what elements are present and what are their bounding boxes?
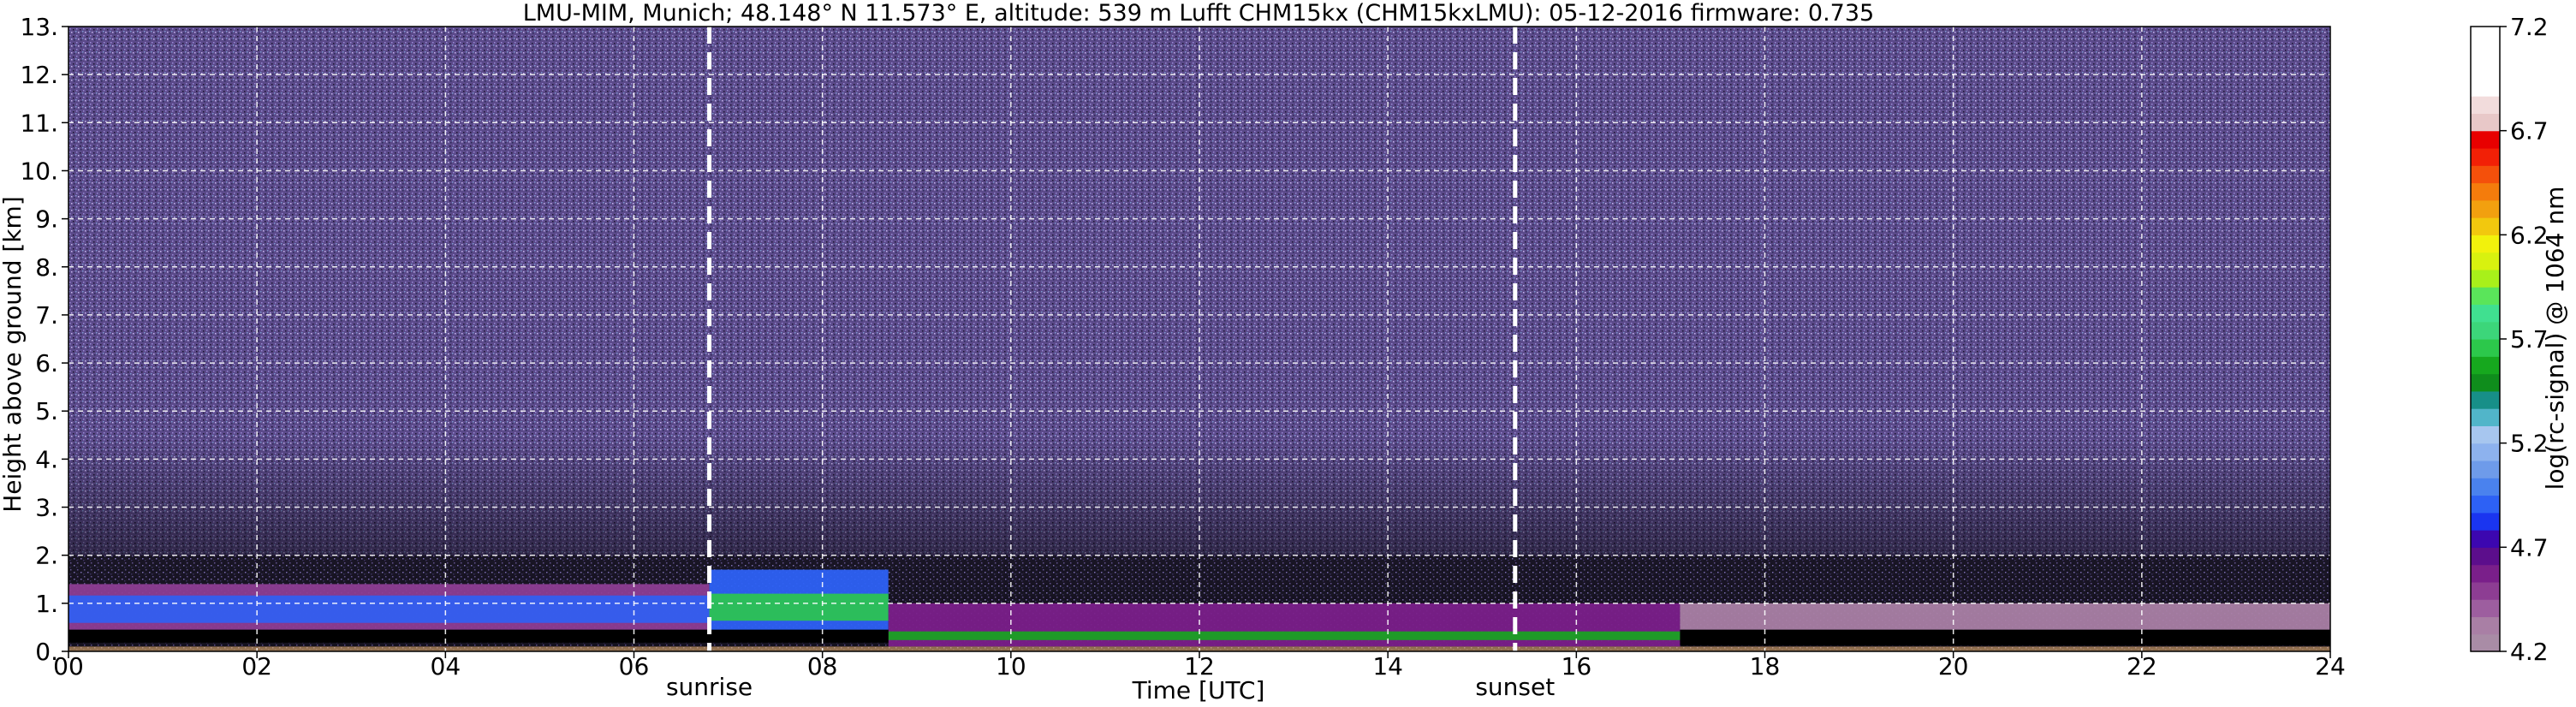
layer-band	[709, 593, 889, 621]
colorbar-swatch	[2471, 581, 2500, 600]
x-tick-label: 02	[241, 652, 272, 680]
colorbar-tick-label: 6.7	[2510, 117, 2549, 146]
colorbar-tick-label: 5.2	[2510, 430, 2549, 458]
colorbar-swatch	[2471, 512, 2500, 531]
colorbar-swatch	[2471, 443, 2500, 461]
colorbar-swatch	[2471, 252, 2500, 270]
y-tick-label: 10.	[20, 157, 58, 185]
colorbar-swatch	[2471, 269, 2500, 288]
y-tick-label: 11.	[20, 109, 58, 137]
colorbar-swatch	[2471, 599, 2500, 618]
colorbar-swatch	[2471, 547, 2500, 566]
colorbar: 4.2 4.7 5.2 5.7 6.2 6.7 7.2	[2470, 13, 2549, 666]
colorbar-swatch	[2471, 495, 2500, 514]
layer-band	[68, 595, 710, 623]
x-tick-label: 12	[1184, 652, 1215, 680]
x-tick-label: 00	[53, 652, 84, 680]
colorbar-swatch	[2471, 616, 2500, 635]
x-tick-label: 06	[619, 652, 650, 680]
colorbar-swatch	[2471, 390, 2500, 409]
colorbar-swatch	[2471, 425, 2500, 444]
y-tick-label: 13.	[20, 13, 58, 41]
colorbar-swatch	[2471, 165, 2500, 184]
annotations: sunrise sunset	[666, 27, 1555, 701]
y-tick-label: 4.	[35, 445, 58, 473]
annotation-label: sunset	[1475, 673, 1555, 701]
colorbar-swatch	[2471, 130, 2500, 149]
colorbar-tick-label: 4.2	[2510, 638, 2549, 666]
colorbar-swatch	[2471, 530, 2500, 548]
colorbar-tick-label: 7.2	[2510, 13, 2549, 41]
x-tick-label: 22	[2127, 652, 2157, 680]
chart-title: LMU-MIM, Munich; 48.148° N 11.573° E, al…	[523, 0, 1874, 27]
colorbar-swatch	[2471, 339, 2500, 357]
colorbar-tick-label: 5.7	[2510, 325, 2549, 354]
y-tick-label: 3.	[35, 494, 58, 522]
colorbar-swatch	[2471, 113, 2500, 132]
y-tick-label: 1.	[35, 590, 58, 618]
layer-band	[1680, 603, 2330, 630]
y-tick-label: 2.	[35, 542, 58, 570]
annotation-label: sunrise	[666, 673, 753, 701]
colorbar-swatch	[2471, 356, 2500, 375]
x-tick-label: 04	[431, 652, 461, 680]
colorbar-tick-label: 4.7	[2510, 533, 2549, 561]
y-tick-label: 7.	[35, 301, 58, 330]
colorbar-swatch	[2471, 217, 2500, 235]
layer-band	[888, 631, 1681, 640]
x-axis-label: Time [UTC]	[1132, 676, 1265, 704]
axes: 00 02 04 06 08 10 12 14 16 18 20 22 24 0. 1. 2. 3. 4. 5. 6.…	[20, 13, 2345, 680]
grid-lines	[68, 27, 2330, 651]
x-tick-label: 14	[1372, 652, 1403, 680]
colorbar-swatch	[2471, 27, 2500, 45]
colorbar-swatch	[2471, 44, 2500, 62]
near-ground-band	[1680, 629, 2330, 646]
heatmap-layers	[68, 569, 2330, 651]
y-tick-label: 9.	[35, 205, 58, 234]
colorbar-swatch	[2471, 235, 2500, 253]
colorbar-swatch	[2471, 182, 2500, 201]
colorbar-swatch	[2471, 408, 2500, 426]
x-tick-label: 24	[2315, 652, 2346, 680]
near-ground-band	[68, 629, 889, 643]
y-tick-label: 8.	[35, 253, 58, 282]
x-tick-label: 20	[1938, 652, 1969, 680]
y-axis-label: Height above ground [km]	[0, 196, 27, 513]
colorbar-swatch	[2471, 321, 2500, 340]
colorbar-tick-label: 6.2	[2510, 221, 2549, 249]
colorbar-swatch	[2471, 96, 2500, 114]
colorbar-swatch	[2471, 478, 2500, 496]
colorbar-swatch	[2471, 147, 2500, 166]
colorbar-swatch	[2471, 373, 2500, 392]
colorbar-swatch	[2471, 78, 2500, 97]
y-tick-label: 6.	[35, 349, 58, 377]
colorbar-swatch	[2471, 304, 2500, 323]
colorbar-swatch	[2471, 633, 2500, 652]
colorbar-swatch	[2471, 199, 2500, 218]
colorbar-swatch	[2471, 460, 2500, 478]
colorbar-swatch	[2471, 564, 2500, 583]
y-tick-label: 0.	[35, 638, 58, 666]
colorbar-swatch	[2471, 287, 2500, 306]
colorbar-label: log(rc-signal) @ 1064 nm	[2541, 187, 2569, 490]
y-tick-label: 5.	[35, 397, 58, 425]
x-tick-label: 10	[996, 652, 1026, 680]
x-tick-label: 08	[807, 652, 838, 680]
y-tick-label: 12.	[20, 61, 58, 89]
x-tick-label: 16	[1562, 652, 1592, 680]
colorbar-swatch	[2471, 61, 2500, 80]
x-tick-label: 18	[1750, 652, 1781, 680]
